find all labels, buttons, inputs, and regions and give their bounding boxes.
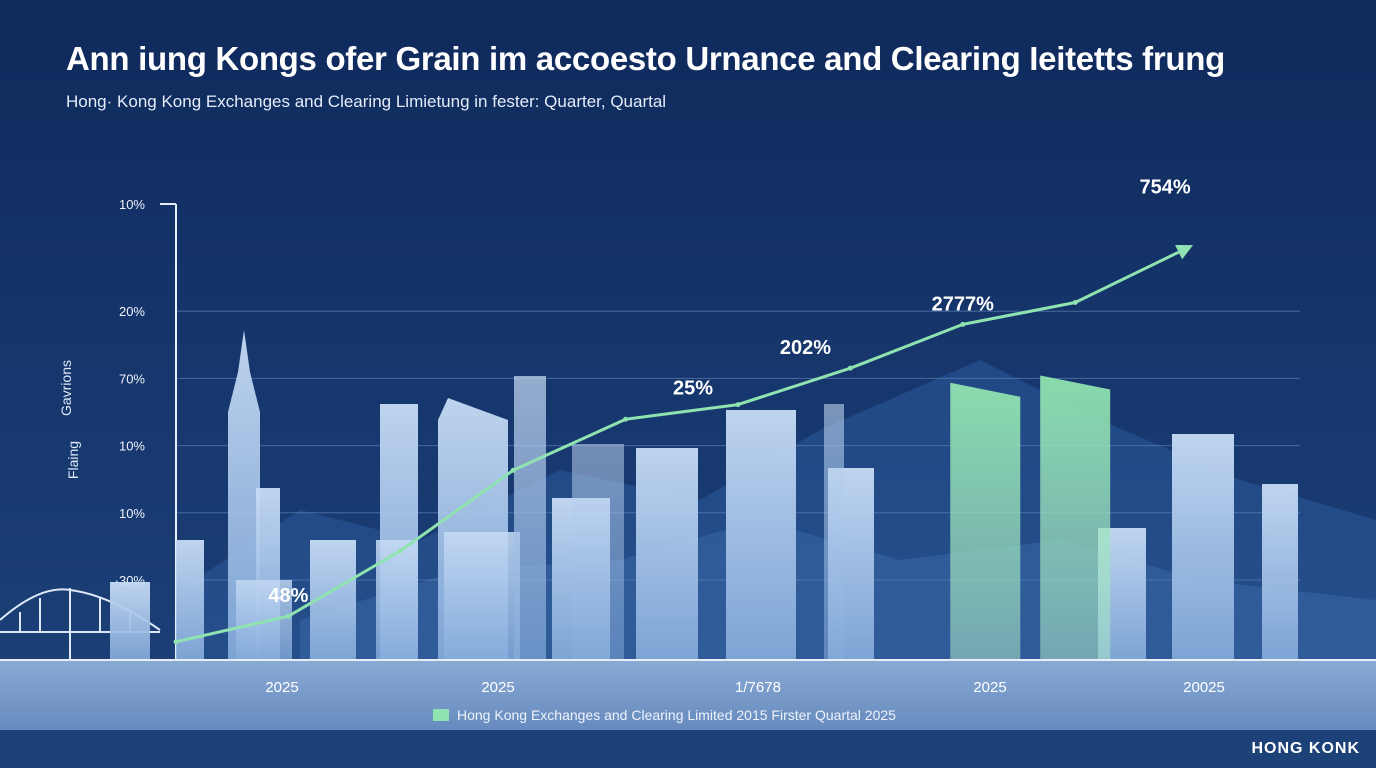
data-label: 2777% <box>932 293 994 315</box>
series-point <box>1072 299 1078 305</box>
x-tick-label: 2025 <box>265 679 298 696</box>
data-label: 754% <box>1140 177 1191 199</box>
side-label-upper: Gavrions <box>58 359 75 417</box>
x-tick-label: 2025 <box>973 679 1006 696</box>
x-axis-band <box>0 660 1376 730</box>
legend-swatch <box>433 709 449 721</box>
highlight-bars <box>950 375 1111 660</box>
y-tick-label: 20% <box>119 304 145 319</box>
series-point <box>847 365 853 371</box>
series-point <box>285 613 291 619</box>
series-line <box>175 246 1189 644</box>
side-label-lower: Flaing <box>65 440 82 480</box>
skyline <box>110 330 1298 660</box>
highlight-bar <box>950 382 1021 660</box>
legend-label: Hong Kong Exchanges and Clearing Limited… <box>457 707 896 723</box>
y-tick-label: 70% <box>119 371 145 386</box>
y-tick-label: 10% <box>119 197 145 212</box>
highlight-bar <box>1040 375 1111 660</box>
series-point <box>735 402 741 408</box>
brand-mark: HONG KONK <box>1251 740 1360 757</box>
y-tick-label: 10% <box>119 506 145 521</box>
x-tick-labels: 2025 2025 1/7678 2025 20025 <box>265 679 1225 696</box>
series-annotations: 48% 25% 202% 2777% 754% <box>268 177 1191 608</box>
series-point <box>510 467 516 473</box>
series-point <box>173 639 179 645</box>
series-point <box>1185 245 1191 251</box>
series-point <box>398 548 404 554</box>
y-tick-labels: 10%20%70%10%10%·30% <box>115 197 146 588</box>
chart-subtitle: Hong· Kong Kong Exchanges and Clearing L… <box>66 92 667 111</box>
data-label: 202% <box>780 337 831 359</box>
x-tick-label: 1/7678 <box>735 679 781 696</box>
chart-legend: Hong Kong Exchanges and Clearing Limited… <box>433 707 896 723</box>
x-tick-label: 2025 <box>481 679 514 696</box>
x-tick-label: 20025 <box>1183 679 1225 696</box>
series-point <box>960 321 966 327</box>
series-points <box>173 245 1191 645</box>
chart-title: Ann iung Kongs ofer Grain im accoesto Ur… <box>66 40 1225 77</box>
series-point <box>623 416 629 422</box>
y-tick-label: 10% <box>119 439 145 454</box>
data-label: 25% <box>673 377 713 399</box>
data-label: 48% <box>268 585 308 607</box>
